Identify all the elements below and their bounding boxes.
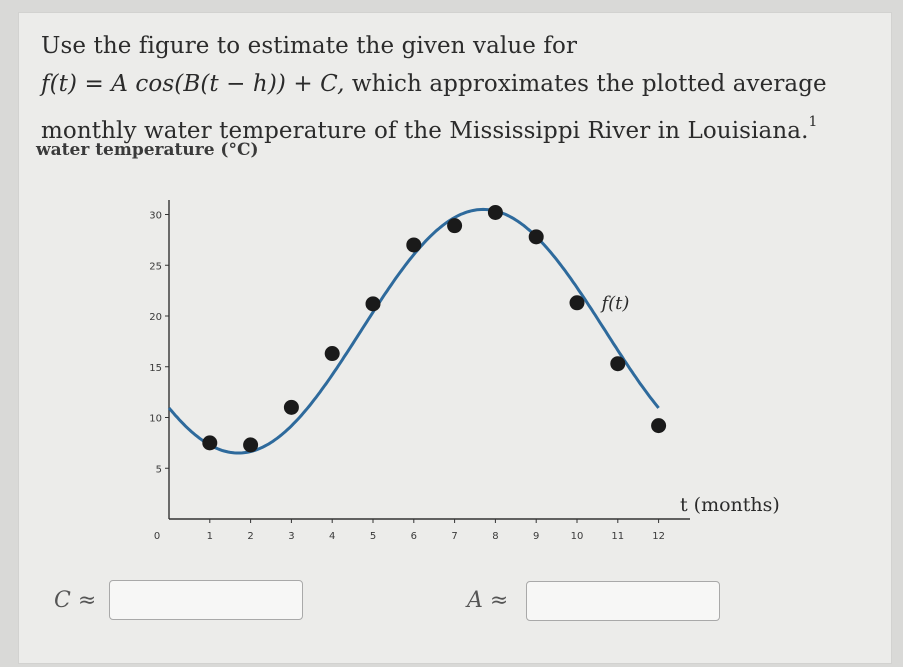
- x-tick-label: 9: [533, 531, 539, 542]
- c-approx-label: C ≈: [54, 588, 97, 613]
- x-tick-label: 1: [207, 531, 213, 542]
- a-approx-label: A ≈: [467, 588, 509, 613]
- x-tick-label: 10: [571, 531, 584, 542]
- data-point: [610, 356, 626, 372]
- x-tick-label: 8: [492, 531, 498, 542]
- y-axis-label: water temperature (°C): [36, 140, 259, 160]
- data-point: [651, 418, 667, 434]
- y-tick-label: 25: [149, 261, 162, 272]
- chart-axes: [168, 200, 690, 520]
- y-tick-label: 15: [149, 363, 162, 374]
- a-answer-input[interactable]: [526, 581, 720, 621]
- data-point: [365, 296, 381, 312]
- question-formula: f(t) = A cos(B(t − h)) + C,: [41, 71, 345, 97]
- x-tick-label: 12: [652, 531, 665, 542]
- x-tick-label: 7: [451, 531, 457, 542]
- x-tick-label: 3: [288, 531, 294, 542]
- series-points: [202, 204, 667, 453]
- c-answer-input[interactable]: [109, 580, 303, 620]
- question-text: Use the figure to estimate the given val…: [41, 27, 861, 150]
- data-point: [406, 237, 422, 253]
- footnote-marker: 1: [808, 114, 818, 130]
- data-point: [324, 346, 340, 362]
- x-tick-label: 2: [247, 531, 253, 542]
- data-point: [569, 295, 585, 311]
- question-line2: which approximates the plotted average: [344, 71, 827, 97]
- x-tick-label: 6: [411, 531, 417, 542]
- curve-label-f: f(t): [599, 293, 629, 314]
- x-tick-label: 11: [611, 531, 624, 542]
- question-line3: monthly water temperature of the Mississ…: [41, 118, 809, 144]
- data-point: [243, 437, 259, 453]
- y-tick-label: 20: [149, 312, 162, 323]
- x-axis-label: t (months): [680, 494, 780, 516]
- y-tick-label: 30: [149, 211, 162, 222]
- y-tick-label: 10: [149, 414, 162, 425]
- x-tick-label: 0: [154, 531, 160, 542]
- data-point: [202, 435, 218, 451]
- question-line1: Use the figure to estimate the given val…: [41, 33, 578, 59]
- question-card: Use the figure to estimate the given val…: [18, 12, 892, 664]
- data-point: [283, 399, 299, 415]
- x-tick-label: 4: [329, 531, 335, 542]
- x-tick-label: 5: [370, 531, 376, 542]
- y-tick-label: 5: [156, 464, 162, 475]
- data-point: [447, 218, 463, 234]
- data-point: [487, 204, 503, 220]
- data-point: [528, 229, 544, 245]
